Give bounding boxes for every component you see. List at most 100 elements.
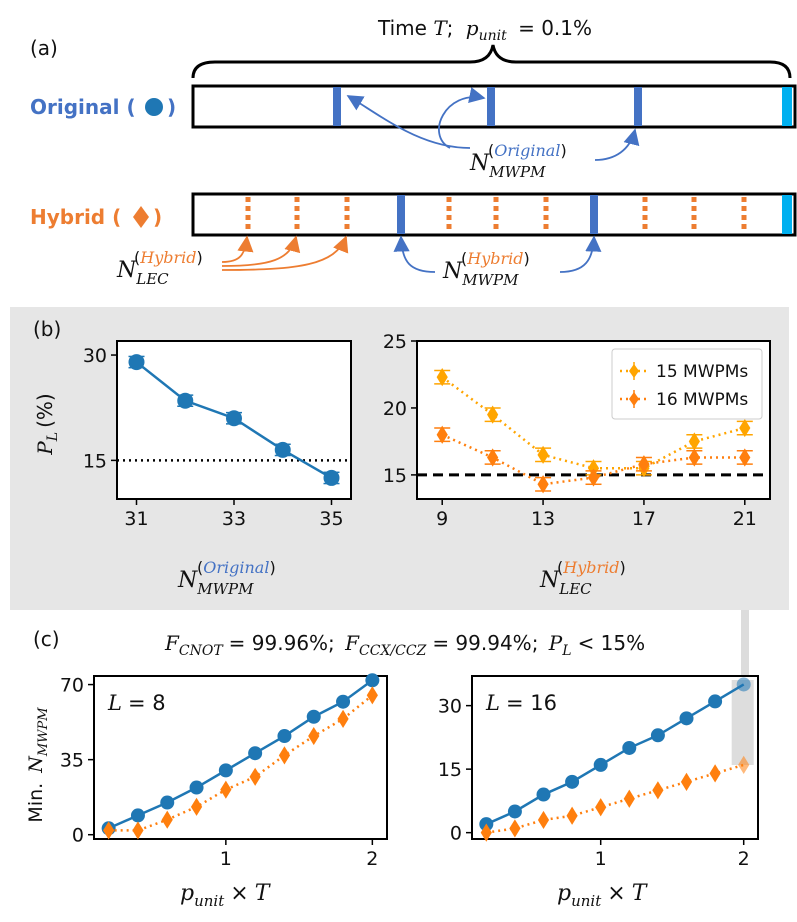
original-mwpm-bar-3 xyxy=(634,87,642,126)
data-point xyxy=(738,755,750,775)
original-label: Original ( xyxy=(30,95,136,119)
panel-annotation: L = 8 xyxy=(107,691,166,715)
data-point xyxy=(249,767,261,786)
hybrid-lec-bars xyxy=(245,197,747,233)
data-point xyxy=(190,797,203,816)
data-point xyxy=(277,729,292,744)
y-tick-label: 0 xyxy=(72,825,84,847)
series-line xyxy=(485,683,745,826)
highlight-connector xyxy=(741,610,749,680)
data-point xyxy=(132,821,144,840)
data-point xyxy=(248,746,263,761)
data-point xyxy=(218,763,233,778)
panel-c-header: FCNOT = 99.96%; FCCX/CCZ = 99.94%; PL < 15% xyxy=(164,631,645,659)
legend-label: 15 MWPMs xyxy=(656,362,748,382)
data-point xyxy=(622,740,637,755)
legend-marker xyxy=(629,364,639,378)
data-point xyxy=(679,711,694,726)
data-point xyxy=(366,686,378,705)
data-point xyxy=(587,468,600,487)
x-tick-label: 31 xyxy=(124,508,148,530)
b-left-xlabel: NMWPM xyxy=(177,568,254,598)
hybrid-mwpm-arrow-2 xyxy=(559,235,602,273)
data-point xyxy=(480,823,492,842)
data-point xyxy=(566,806,578,825)
data-point xyxy=(680,772,693,791)
highlight-box xyxy=(731,680,754,765)
original-arrow-1 xyxy=(346,95,471,149)
y-tick-label: 30 xyxy=(83,345,107,367)
data-point xyxy=(103,821,115,840)
data-point xyxy=(565,774,580,789)
data-point xyxy=(336,694,351,709)
x-tick-label: 21 xyxy=(733,508,757,530)
data-point xyxy=(365,673,380,688)
original-arrow-2 xyxy=(438,87,486,149)
data-point xyxy=(220,780,232,799)
x-tick-label: 2 xyxy=(366,848,378,870)
n-lec-hybrid-label: NLEC xyxy=(116,258,169,288)
x-tick-label: 1 xyxy=(595,848,607,870)
data-point xyxy=(739,448,751,467)
legend-label: 16 MWPMs xyxy=(656,390,748,410)
data-point xyxy=(274,441,291,458)
data-point xyxy=(160,795,175,810)
n-mwpm-hybrid-sup: (Hybrid) xyxy=(461,249,530,268)
data-point xyxy=(487,405,499,424)
data-point xyxy=(278,746,291,765)
original-mwpm-bar-2 xyxy=(487,87,495,126)
data-point xyxy=(587,459,600,478)
hybrid-label-close: ) xyxy=(153,205,162,229)
n-lec-hybrid-sup: (Hybrid) xyxy=(134,248,203,267)
series-line xyxy=(108,694,374,832)
data-point xyxy=(688,432,700,451)
y-tick-label: 15 xyxy=(83,450,107,472)
data-point xyxy=(593,757,608,772)
chart-c-left: 1 2 0 35 70 L = 8 xyxy=(60,673,388,870)
data-point xyxy=(537,475,549,494)
hybrid-mwpm-arrow-1 xyxy=(393,235,436,273)
data-point xyxy=(709,764,721,783)
data-point xyxy=(130,808,145,823)
chart-c-right: 1 2 0 15 30 L = 16 xyxy=(438,675,759,870)
b-right-xlabel: NLEC xyxy=(539,568,592,598)
b-left-xlabel-sup: (Original) xyxy=(197,558,276,577)
original-circle-icon xyxy=(145,98,163,116)
b-left-ylabel: PL(%) xyxy=(33,393,61,455)
x-tick-label: 1 xyxy=(220,848,232,870)
panel-annotation: L = 16 xyxy=(485,691,557,715)
lec-arrow-1 xyxy=(221,235,254,263)
y-tick-label: 25 xyxy=(383,331,407,353)
c-right-xlabel: punit × T xyxy=(557,881,649,910)
y-tick-label: 15 xyxy=(383,465,407,487)
data-point xyxy=(226,410,242,427)
y-tick-label: 20 xyxy=(383,398,407,420)
time-title: Time T; punit = 0.1% xyxy=(377,16,592,45)
data-point xyxy=(507,804,522,819)
data-point xyxy=(537,810,550,830)
c-left-ylabel: Min. NMWPM xyxy=(25,707,51,823)
series-line xyxy=(108,679,374,830)
c-left-xlabel: punit × T xyxy=(180,881,272,910)
data-point xyxy=(189,780,204,795)
data-point xyxy=(595,798,607,817)
data-point xyxy=(537,445,549,464)
y-tick-label: 35 xyxy=(60,750,84,772)
hybrid-mwpm-bar-1 xyxy=(397,195,405,234)
n-mwpm-original-label: NMWPM xyxy=(469,151,546,181)
hybrid-mwpm-bar-2 xyxy=(590,195,598,234)
data-point xyxy=(436,368,448,387)
data-point xyxy=(623,789,635,808)
data-point xyxy=(337,709,349,728)
x-tick-label: 13 xyxy=(531,508,555,530)
data-point xyxy=(323,469,340,486)
y-tick-label: 0 xyxy=(450,823,462,845)
x-tick-label: 2 xyxy=(738,848,750,870)
data-point xyxy=(487,448,499,467)
x-tick-label: 9 xyxy=(436,508,448,530)
series-line xyxy=(486,763,745,834)
original-mwpm-bar-1 xyxy=(333,87,341,126)
data-point xyxy=(536,787,551,802)
data-point xyxy=(509,819,521,838)
lec-arrow-3 xyxy=(221,235,349,271)
